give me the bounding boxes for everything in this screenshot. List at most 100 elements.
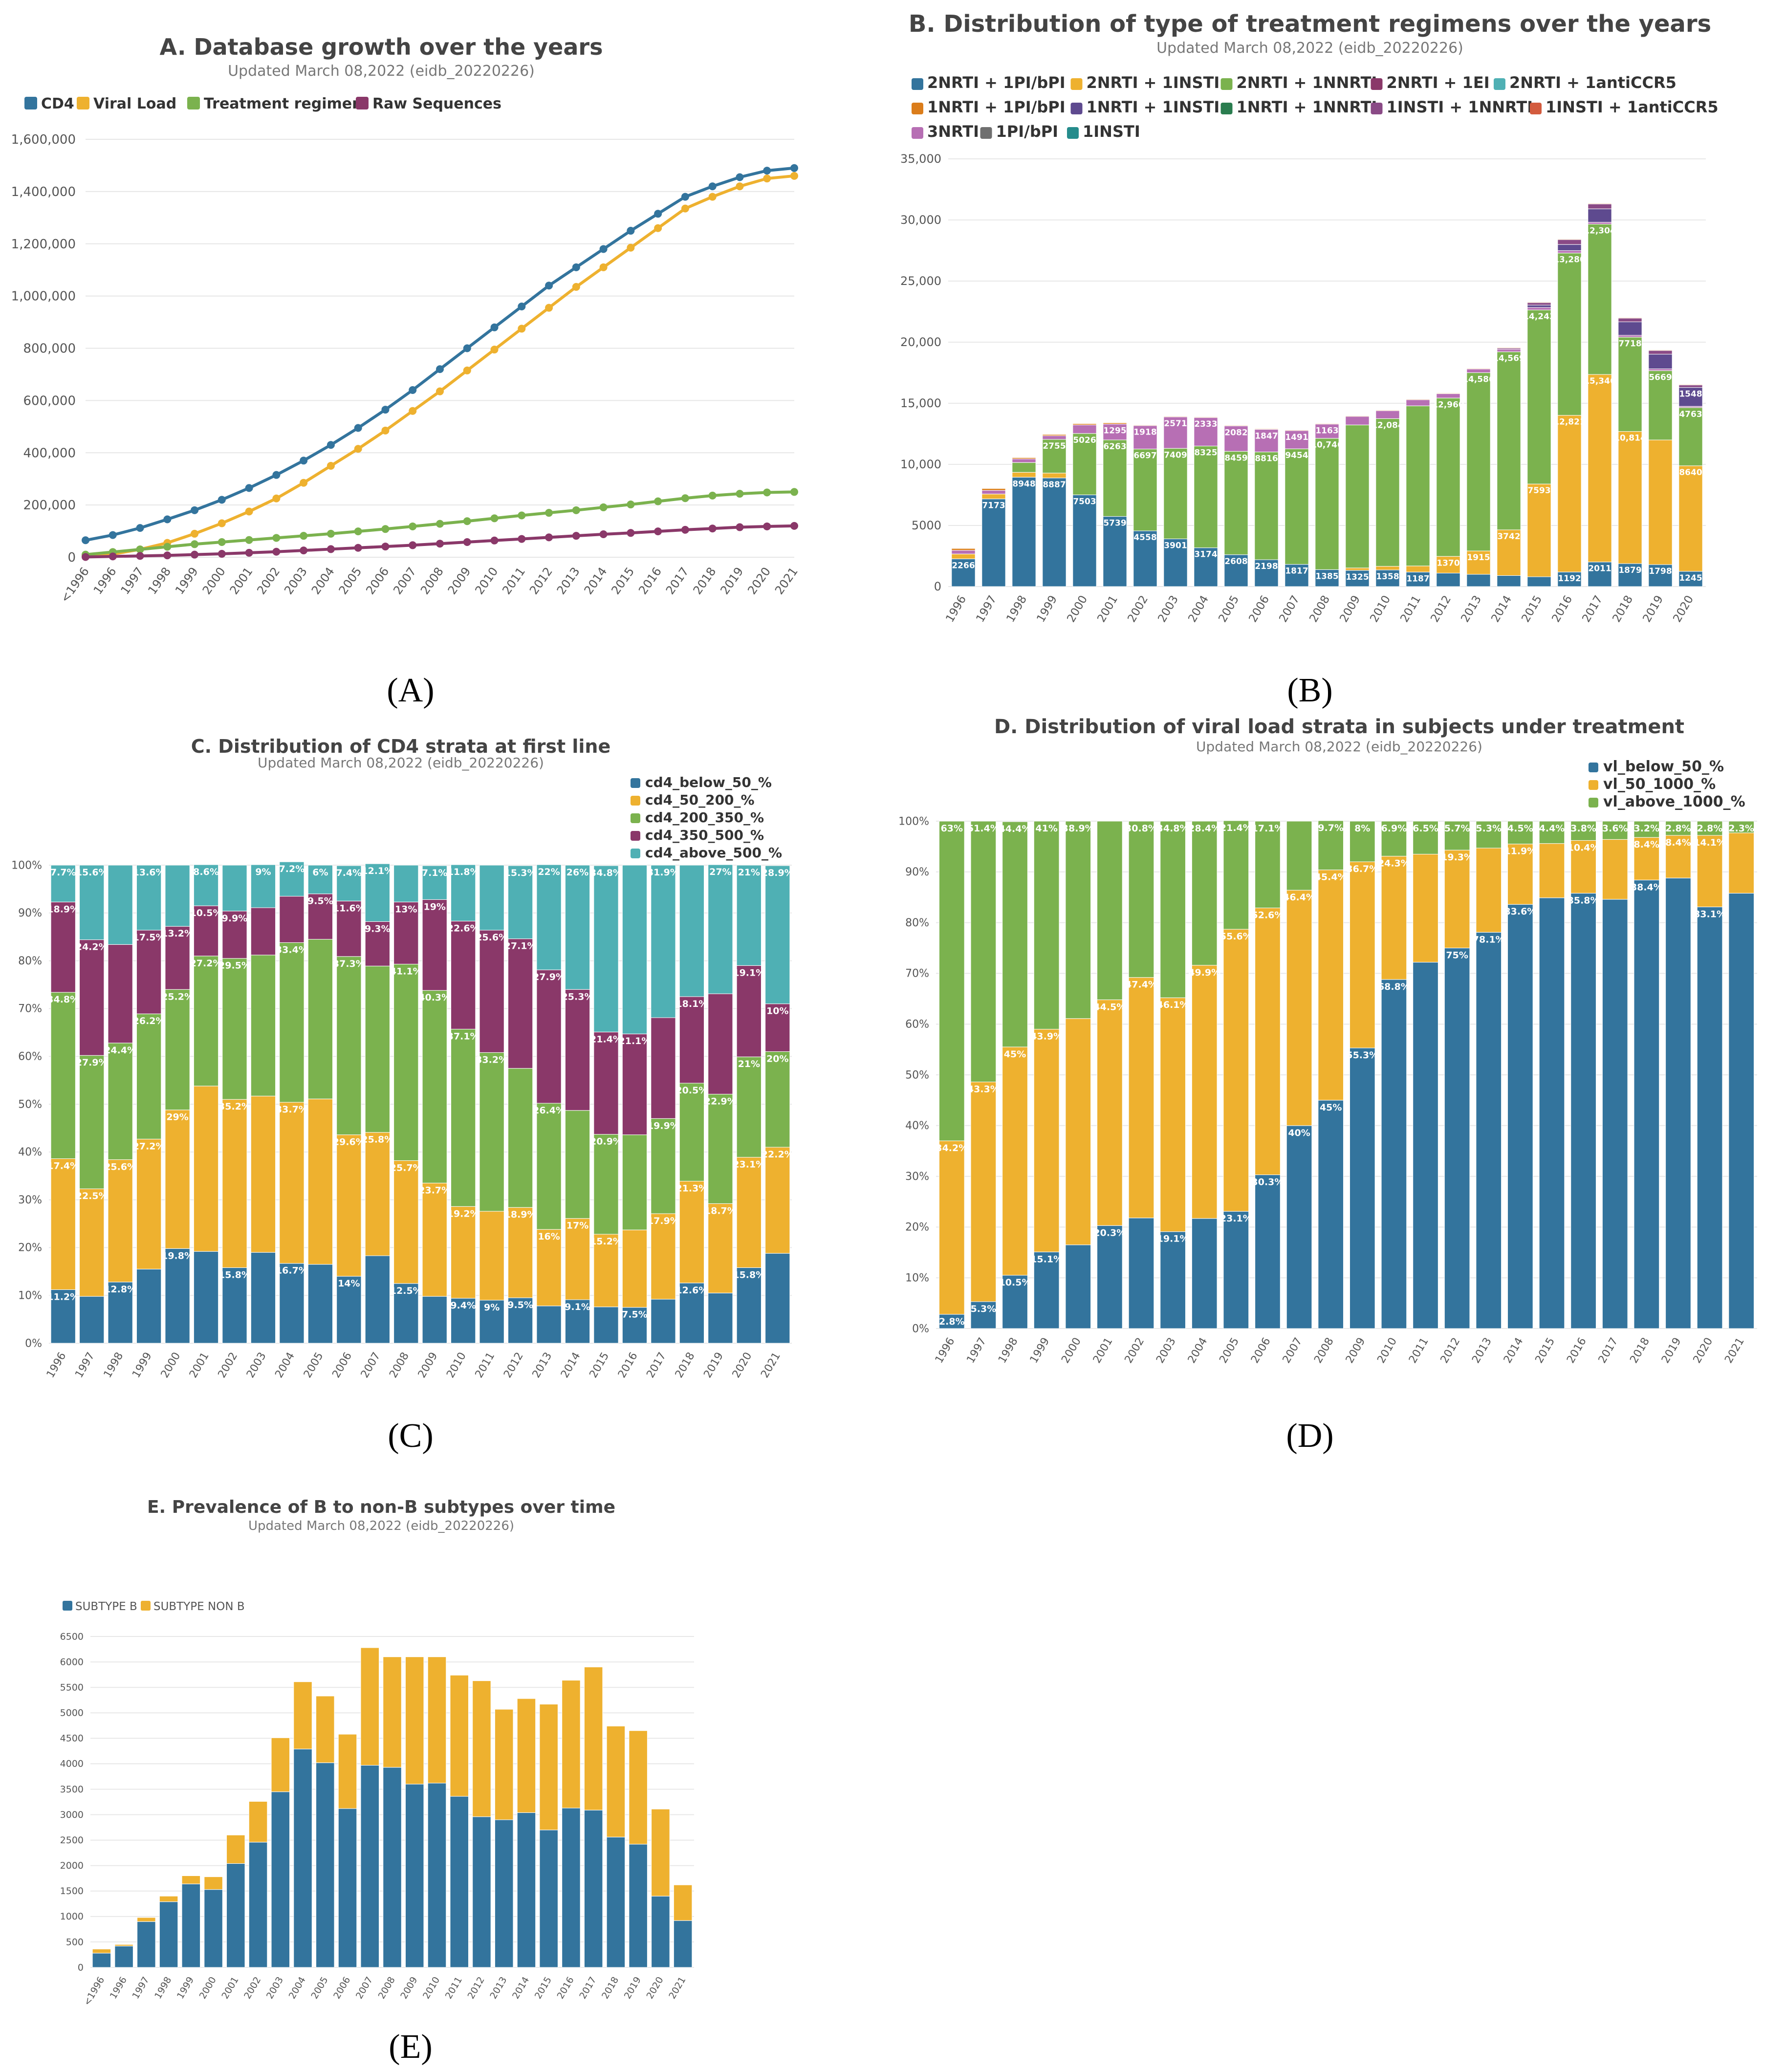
bar-segment-cd4-above-500 — [507, 865, 533, 939]
bar-segment-2nrti-1pi-bpi — [1042, 478, 1067, 587]
bar-segment-cd4-above-500 — [679, 865, 705, 997]
x-tick-label: 2017 — [1580, 593, 1605, 625]
bar-segment-cd4-50-200 — [279, 1102, 305, 1264]
bar-segment-cd4-200-350 — [736, 1056, 762, 1158]
bar-segment-subtype-b — [181, 1883, 201, 1968]
data-label: 8325 — [1194, 448, 1217, 458]
bar-segment-cd4-above-500 — [307, 865, 333, 894]
y-tick-label: 800,000 — [23, 342, 76, 356]
bar-segment-vl-50-1000 — [1539, 843, 1565, 898]
bar-segment-vl-50-1000 — [1255, 907, 1281, 1175]
bar-segment-vl-above-1000 — [1665, 821, 1691, 836]
bar-segment-vl-below-50 — [1381, 979, 1407, 1329]
x-tick-label: 2003 — [1155, 593, 1181, 625]
bar-segment-cd4-above-500 — [79, 865, 105, 940]
x-tick-label: 2008 — [1312, 1336, 1336, 1366]
data-label: 7503 — [1073, 497, 1096, 506]
data-label: 1163 — [1315, 426, 1338, 436]
bar-segment-cd4-above-500 — [365, 863, 390, 922]
panel-d: D. Distribution of viral load strata in … — [898, 716, 1757, 1455]
data-label: 18.1% — [675, 999, 708, 1009]
data-label: 14,586 — [1462, 374, 1495, 384]
bar-segment-subtype-b — [293, 1748, 312, 1968]
bar-segment-subtype-b — [360, 1765, 380, 1968]
data-label: 9% — [484, 1302, 500, 1313]
data-label: 23.7% — [418, 1185, 451, 1196]
point-raw-sequences — [627, 529, 635, 537]
x-tick-label: 2005 — [336, 565, 365, 597]
bar-segment-cd4-350-500 — [393, 901, 419, 964]
point-raw-sequences — [572, 532, 580, 540]
bar-segment-cd4-50-200 — [250, 1095, 276, 1253]
x-tick-label: 1996 — [933, 1336, 958, 1366]
data-label: 10.5% — [999, 1277, 1031, 1288]
bar-segment-vl-above-1000 — [1602, 821, 1628, 840]
bar-segment-cd4-350-500 — [536, 969, 562, 1104]
data-label: 20.5% — [675, 1085, 708, 1096]
data-label: 30.3% — [1252, 1177, 1284, 1187]
bar-segment-2nrti-1insti — [1042, 473, 1067, 479]
bar-segment-vl-above-1000 — [1065, 821, 1091, 1019]
bar-segment-subtype-b — [114, 1945, 133, 1968]
bar-segment-vl-below-50 — [1286, 1125, 1312, 1329]
bar-segment-2nrti-1insti — [1012, 472, 1036, 478]
x-tick-label: 2000 — [1065, 593, 1090, 625]
bar-segment-3nrti — [1133, 425, 1157, 450]
point-treatment-regimen — [545, 509, 553, 517]
data-label: 1879 — [1618, 566, 1641, 575]
bar-segment-2nrti-1pi-bpi — [1527, 576, 1551, 587]
data-label: 45% — [1004, 1049, 1026, 1060]
bar-segment-subtype-b — [159, 1901, 178, 1968]
bar-segment-vl-below-50 — [1570, 893, 1596, 1329]
y-tick-label: 0% — [912, 1323, 929, 1335]
data-label: 8% — [1354, 823, 1370, 834]
point-treatment-regimen — [736, 490, 744, 498]
bar-segment-2nrti-1nnrti — [1254, 452, 1279, 560]
bar-segment-1insti-1nnrti — [1648, 350, 1673, 355]
bar-segment-1insti-1nnrti — [1527, 302, 1551, 305]
bar-segment-cd4-above-500 — [565, 865, 590, 990]
point-raw-sequences — [218, 550, 226, 558]
x-tick-label: 2017 — [577, 1975, 598, 2001]
x-tick-label: 1999 — [175, 1975, 196, 2001]
data-label: 9.5% — [507, 1300, 533, 1310]
bar-segment-vl-above-1000 — [1349, 821, 1375, 862]
bar-segment-subtype-non-b — [226, 1834, 245, 1864]
x-tick-label: 1996 — [44, 1351, 69, 1380]
bar-segment-cd4-350-500 — [679, 996, 705, 1084]
x-tick-label: 2008 — [1307, 593, 1332, 625]
bar-segment-cd4-50-200 — [765, 1147, 790, 1254]
data-label: 40% — [1288, 1128, 1310, 1138]
bar-segment-1nrti-1insti — [1648, 354, 1673, 370]
point-treatment-regimen — [191, 540, 199, 548]
bar-segment-subtype-b — [271, 1791, 290, 1968]
x-tick-label: 2002 — [1125, 593, 1151, 625]
data-label: 7.4% — [336, 868, 362, 878]
data-label: 16% — [538, 1231, 560, 1242]
data-label: 7.1% — [422, 868, 448, 878]
bar-segment-vl-below-50 — [970, 1301, 997, 1329]
panel-e-label: (E) — [389, 2028, 432, 2066]
data-label: 83.6% — [1504, 906, 1536, 917]
bar-segment-2nrti-1nnrti — [1557, 253, 1582, 416]
bar-segment-vl-50-1000 — [1444, 850, 1470, 949]
bar-segment-2nrti-1nnrti — [1375, 418, 1400, 567]
bar-segment-cd4-350-500 — [108, 944, 133, 1044]
data-label: 3.8% — [1570, 823, 1596, 834]
x-tick-label: 1999 — [130, 1351, 154, 1380]
bar-segment-2nrti-1pi-bpi — [1254, 559, 1279, 587]
point-treatment-regimen — [381, 525, 390, 533]
bar-segment-cd4-50-200 — [79, 1188, 105, 1297]
bar-segment-cd4-below-50 — [222, 1267, 247, 1344]
point-raw-sequences — [654, 527, 662, 536]
bar-segment-1nrti-1insti — [1527, 305, 1551, 308]
bar-segment-2nrti-1nnrti — [1103, 439, 1127, 517]
bar-segment-subtype-non-b — [293, 1681, 312, 1749]
bar-segment-1nrti-1pi-bpi — [951, 548, 976, 551]
bar-segment-cd4-200-350 — [279, 942, 305, 1103]
bar-segment-vl-50-1000 — [1602, 839, 1628, 900]
point-treatment-regimen — [354, 527, 362, 536]
bar-segment-cd4-200-350 — [507, 1068, 533, 1208]
point-viral-load — [681, 204, 689, 213]
data-label: 7.2% — [279, 864, 305, 874]
